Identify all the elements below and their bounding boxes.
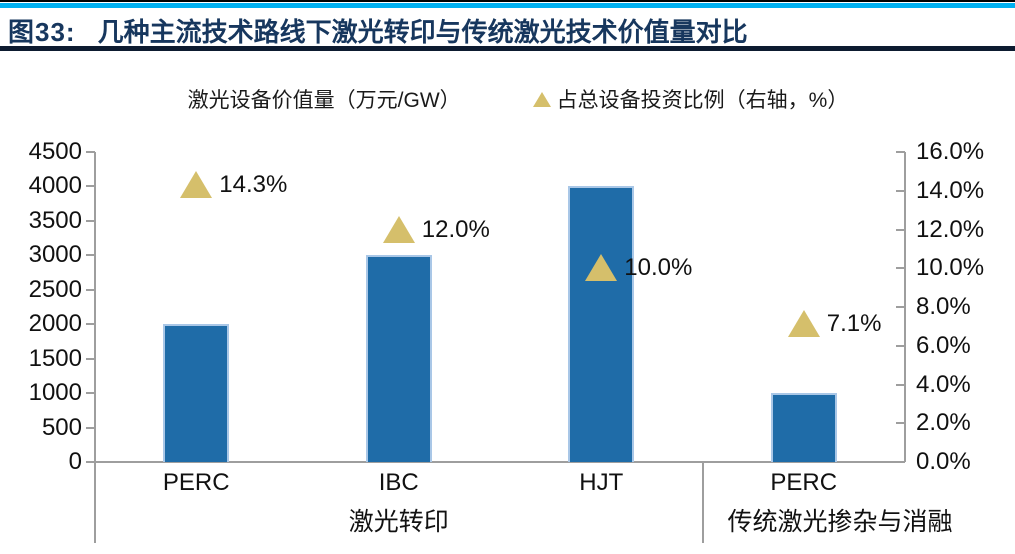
data-label: 12.0%	[421, 215, 490, 243]
right-axis-tick-label: 4.0%	[916, 370, 971, 398]
left-axis-tick-mark	[86, 461, 95, 463]
right-axis-tick-mark	[896, 228, 905, 231]
category-label: HJT	[579, 469, 624, 496]
figure-title: 几种主流技术路线下激光转印与传统激光技术价值量对比	[97, 17, 748, 47]
bar	[163, 324, 230, 462]
right-axis-tick-mark	[896, 151, 905, 153]
category-label: IBC	[378, 469, 419, 496]
right-axis-tick-label: 2.0%	[916, 409, 971, 437]
left-axis-tick-mark	[86, 288, 95, 291]
left-axis-tick-mark	[86, 392, 95, 395]
data-label: 7.1%	[826, 310, 882, 338]
figure-title-row: 图33: 几种主流技术路线下激光转印与传统激光技术价值量对比	[8, 12, 1008, 47]
right-axis-tick-mark	[896, 306, 905, 308]
accent-cyan-line	[0, 3, 1015, 8]
left-axis-tick-label: 1500	[28, 344, 82, 372]
left-axis-tick-label: 2500	[28, 275, 82, 303]
left-axis-tick-mark	[86, 219, 95, 222]
right-axis-tick-label: 0.0%	[916, 448, 971, 475]
left-axis-line	[94, 152, 96, 543]
category-label: PERC	[770, 469, 838, 496]
category-label: PERC	[162, 469, 230, 496]
right-axis-tick-label: 8.0%	[916, 293, 971, 320]
right-axis-line	[904, 152, 906, 462]
left-axis-tick-mark	[86, 357, 95, 360]
right-axis-tick-mark	[896, 344, 905, 347]
group-label: 传统激光掺杂与消融	[727, 508, 953, 536]
left-axis-tick-label: 4500	[28, 138, 82, 165]
right-axis-tick-mark	[896, 422, 905, 425]
left-axis-tick-label: 500	[41, 413, 82, 441]
right-axis-tick-label: 12.0%	[916, 215, 985, 243]
bar	[568, 186, 635, 462]
triangle-marker	[180, 170, 213, 198]
legend-label-bar-series: 激光设备价值量（万元/GW）	[187, 89, 461, 112]
right-axis-tick-mark	[896, 383, 905, 386]
left-axis-tick-label: 3000	[28, 241, 82, 269]
bar	[365, 255, 432, 462]
legend-label-triangle-series: 占总设备投资比例（右轴，%）	[556, 89, 849, 112]
group-label: 激光转印	[348, 508, 449, 536]
triangle-marker	[585, 254, 618, 282]
chart-legend: 激光设备价值量（万元/GW） 占总设备投资比例（右轴，%）	[0, 84, 1015, 114]
right-axis-tick-label: 6.0%	[916, 331, 971, 359]
left-axis-tick-mark	[86, 254, 95, 257]
data-label: 10.0%	[624, 254, 693, 282]
figure-number: 图33:	[8, 17, 76, 47]
title-underline-rule	[0, 46, 1015, 51]
triangle-marker	[382, 215, 415, 243]
triangle-marker	[787, 310, 820, 338]
left-axis-tick-mark	[86, 323, 95, 326]
top-border-line	[0, 0, 1015, 2]
right-axis-tick-mark	[896, 461, 905, 463]
left-axis-tick-label: 2000	[28, 310, 82, 338]
right-axis-tick-mark	[896, 189, 905, 192]
left-axis-tick-mark	[86, 151, 95, 153]
left-axis-tick-mark	[86, 185, 95, 188]
x-axis-baseline	[95, 461, 905, 463]
legend-item-bar-series: 激光设备价值量（万元/GW）	[167, 84, 461, 114]
left-axis-tick-label: 1000	[28, 379, 82, 407]
left-axis-tick-label: 0	[68, 448, 82, 475]
bar	[770, 393, 837, 462]
legend-item-triangle-series: 占总设备投资比例（右轴，%）	[532, 84, 849, 114]
left-axis-tick-label: 4000	[28, 172, 82, 200]
right-axis-tick-label: 16.0%	[916, 138, 985, 165]
right-axis-tick-label: 10.0%	[916, 254, 985, 282]
right-axis-tick-mark	[896, 267, 905, 270]
left-axis-tick-label: 3500	[28, 206, 82, 234]
data-label: 14.3%	[219, 170, 288, 198]
group-divider-line	[701, 462, 704, 543]
left-axis-tick-mark	[86, 426, 95, 429]
right-axis-tick-label: 14.0%	[916, 176, 985, 204]
triangle-series-swatch-icon	[532, 91, 551, 107]
